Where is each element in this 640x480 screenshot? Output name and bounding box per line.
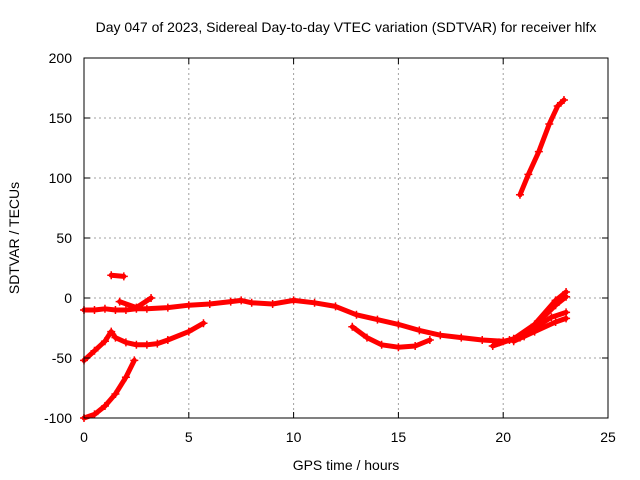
- data-point: [142, 304, 151, 313]
- data-point: [559, 96, 568, 104]
- data-point: [147, 294, 156, 302]
- data-point: [352, 310, 361, 319]
- series-track-5: [115, 294, 156, 312]
- data-point: [377, 340, 386, 349]
- x-axis-label: GPS time / hours: [293, 457, 400, 473]
- data-point: [488, 342, 497, 350]
- data-point: [100, 304, 109, 313]
- data-point: [142, 340, 151, 349]
- y-tick-label: 100: [49, 170, 73, 186]
- data-point: [553, 102, 562, 110]
- data-point: [425, 336, 434, 344]
- data-point: [130, 356, 139, 365]
- data-point: [121, 338, 130, 347]
- axis-ticks: 0 5 10 15 20 25 -100 -50 0 50 100 150 200: [44, 50, 616, 445]
- data-point: [394, 320, 403, 329]
- data-point: [509, 337, 518, 346]
- data-point: [107, 271, 116, 280]
- data-point: [310, 298, 319, 307]
- data-point: [551, 318, 560, 326]
- data-point: [547, 313, 556, 322]
- grid: [84, 58, 608, 418]
- y-tick-label: 200: [49, 50, 73, 66]
- data-point: [415, 326, 424, 335]
- y-tick-label: -50: [52, 350, 72, 366]
- data-point: [436, 331, 445, 340]
- data-point: [205, 300, 214, 308]
- data-point: [331, 302, 340, 311]
- series-track-11: [509, 314, 571, 346]
- y-tick-label: 0: [64, 290, 72, 306]
- data-point: [100, 337, 109, 346]
- data-point: [348, 322, 357, 331]
- data-point: [495, 338, 504, 347]
- x-tick-label: 10: [286, 429, 302, 445]
- data-point: [268, 300, 277, 308]
- data-point: [90, 306, 99, 314]
- data-point: [545, 120, 554, 128]
- data-point: [534, 147, 543, 156]
- data-point: [515, 190, 524, 199]
- data-point: [119, 272, 128, 281]
- series-line: [517, 97, 567, 198]
- data-point: [562, 314, 571, 323]
- data-point: [163, 336, 172, 344]
- data-point: [362, 333, 371, 342]
- data-point: [373, 315, 382, 324]
- chart-title: Day 047 of 2023, Sidereal Day-to-day VTE…: [96, 19, 597, 35]
- data-point: [551, 301, 560, 310]
- x-tick-label: 5: [185, 429, 193, 445]
- data-point: [247, 298, 256, 307]
- data-point: [111, 390, 120, 398]
- y-tick-label: 50: [56, 230, 72, 246]
- data-point: [530, 327, 539, 336]
- data-point: [132, 303, 141, 312]
- series-track-2: [80, 319, 208, 365]
- data-point: [121, 373, 130, 382]
- data-point: [90, 410, 99, 419]
- y-tick-label: 150: [49, 110, 73, 126]
- x-tick-label: 15: [391, 429, 407, 445]
- data-point: [394, 343, 403, 352]
- data-point: [111, 306, 120, 314]
- data-point: [153, 339, 162, 348]
- data-point: [237, 296, 246, 305]
- data-point: [478, 336, 487, 344]
- data-point: [163, 303, 172, 312]
- series-track-6: [348, 322, 434, 352]
- data-point: [115, 297, 124, 306]
- data-point: [226, 297, 235, 306]
- data-point: [111, 333, 120, 342]
- x-tick-label: 0: [80, 429, 88, 445]
- data-point: [457, 333, 466, 342]
- data-point: [107, 327, 116, 336]
- series-line: [81, 320, 206, 363]
- data-point: [90, 346, 99, 355]
- data-point: [562, 292, 571, 301]
- data-point: [184, 301, 193, 310]
- data-point: [121, 306, 130, 314]
- series-track-4: [107, 271, 128, 281]
- data-point: [132, 340, 141, 349]
- y-tick-label: -100: [44, 410, 72, 426]
- data-point: [411, 342, 420, 350]
- data-point: [199, 319, 208, 328]
- y-axis-label: SDTVAR / TECUs: [6, 182, 22, 294]
- data-point: [289, 296, 298, 305]
- data-point: [100, 402, 109, 410]
- data-point: [524, 170, 533, 179]
- series-line: [349, 324, 433, 350]
- series-line: [511, 315, 569, 344]
- series-track-7: [515, 96, 568, 199]
- data-point: [184, 327, 193, 336]
- x-tick-label: 20: [495, 429, 511, 445]
- data-series: [80, 96, 571, 422]
- x-tick-label: 25: [600, 429, 616, 445]
